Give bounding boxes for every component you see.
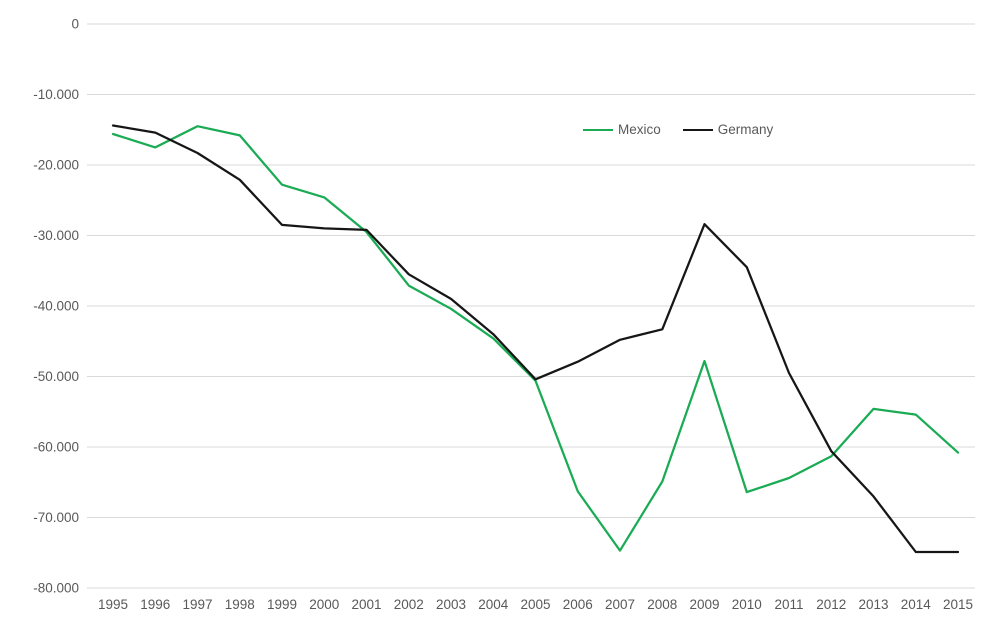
y-tick-label: -70.000 [33, 510, 79, 525]
x-tick-label: 1998 [225, 597, 255, 612]
x-tick-label: 2008 [647, 597, 677, 612]
x-tick-label: 1996 [140, 597, 170, 612]
x-tick-label: 2011 [774, 597, 803, 612]
y-tick-label: -60.000 [33, 440, 79, 455]
x-tick-label: 2010 [732, 597, 762, 612]
legend-item-germany: Germany [682, 122, 774, 137]
x-tick-label: 1995 [98, 597, 128, 612]
x-tick-label: 1999 [267, 597, 297, 612]
y-tick-label: 0 [71, 17, 79, 32]
x-tick-label: 1997 [182, 597, 212, 612]
x-tick-label: 2009 [689, 597, 719, 612]
x-tick-label: 2006 [563, 597, 593, 612]
y-tick-label: -50.000 [33, 369, 79, 384]
y-tick-label: -10.000 [33, 87, 79, 102]
x-tick-label: 2000 [309, 597, 339, 612]
x-tick-label: 2013 [858, 597, 888, 612]
germany-line-swatch [682, 128, 713, 131]
y-tick-label: -40.000 [33, 299, 79, 314]
x-tick-label: 2003 [436, 597, 466, 612]
x-tick-label: 2007 [605, 597, 635, 612]
x-tick-label: 2002 [394, 597, 424, 612]
x-tick-label: 2004 [478, 597, 509, 612]
germany-line [111, 124, 960, 554]
x-tick-label: 2012 [816, 597, 846, 612]
legend-item-mexico: Mexico [583, 122, 661, 137]
y-tick-label: -30.000 [33, 228, 79, 243]
legend: Mexico Germany [583, 122, 773, 137]
y-tick-label: -20.000 [33, 158, 79, 173]
mexico-line-swatch [583, 128, 613, 131]
x-tick-label: 2014 [901, 597, 932, 612]
mexico-line [111, 125, 960, 552]
x-tick-label: 2005 [520, 597, 550, 612]
legend-label-germany: Germany [717, 122, 774, 137]
x-tick-label: 2001 [351, 597, 381, 612]
legend-label-mexico: Mexico [618, 122, 661, 137]
x-tick-label: 2015 [943, 597, 973, 612]
y-tick-label: -80.000 [33, 581, 79, 596]
